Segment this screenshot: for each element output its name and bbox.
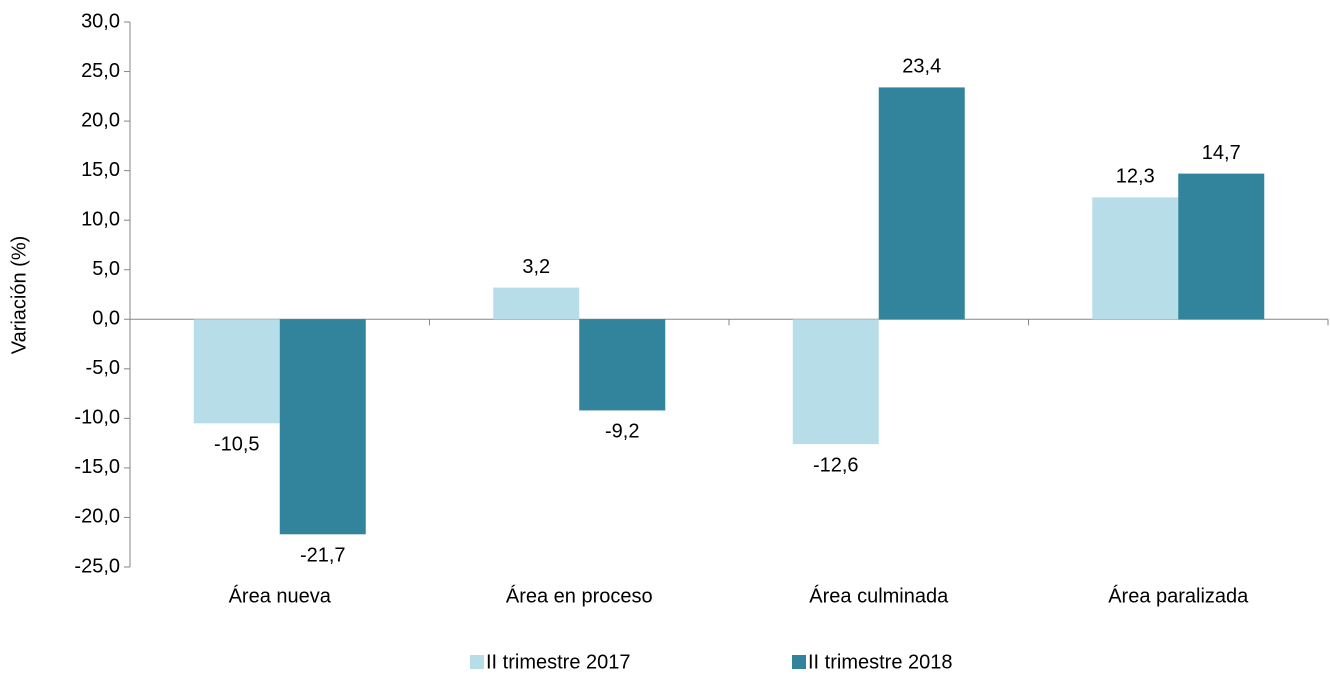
y-tick-label: -10,0 [74,407,120,429]
legend-swatch [470,655,484,669]
y-axis-title: Variación (%) [8,236,30,355]
y-tick-label: -25,0 [74,555,120,577]
y-tick-label: 25,0 [81,60,120,82]
y-tick-label: 30,0 [81,10,120,32]
bar [579,319,666,411]
value-label: -10,5 [214,434,260,456]
value-label: -21,7 [300,545,346,567]
y-tick-label: -15,0 [74,456,120,478]
value-label: 12,3 [1116,166,1155,188]
bar [193,319,280,424]
y-tick-label: 20,0 [81,109,120,131]
x-tick-label: Área culminada [809,584,949,607]
value-label: -9,2 [605,421,639,443]
bar [792,319,879,445]
bar [493,287,580,320]
bar [878,87,965,320]
x-tick-label: Área paralizada [1108,584,1249,607]
legend-label: II trimestre 2017 [486,651,631,673]
bar [279,319,366,535]
legend-swatch [792,655,806,669]
y-tick-label: 15,0 [81,159,120,181]
y-tick-label: -20,0 [74,506,120,528]
value-label: 14,7 [1202,142,1241,164]
y-tick-label: -5,0 [86,357,120,379]
value-label: 3,2 [522,256,550,278]
value-label: -12,6 [813,454,859,476]
bar [1178,173,1265,320]
y-tick-label: 10,0 [81,208,120,230]
y-tick-label: 5,0 [92,258,120,280]
bar [1092,197,1179,320]
legend-label: II trimestre 2018 [808,651,953,673]
x-tick-label: Área en proceso [506,584,653,607]
x-tick-label: Área nueva [229,584,332,607]
y-tick-label: 0,0 [92,308,120,330]
value-label: 23,4 [902,56,941,78]
